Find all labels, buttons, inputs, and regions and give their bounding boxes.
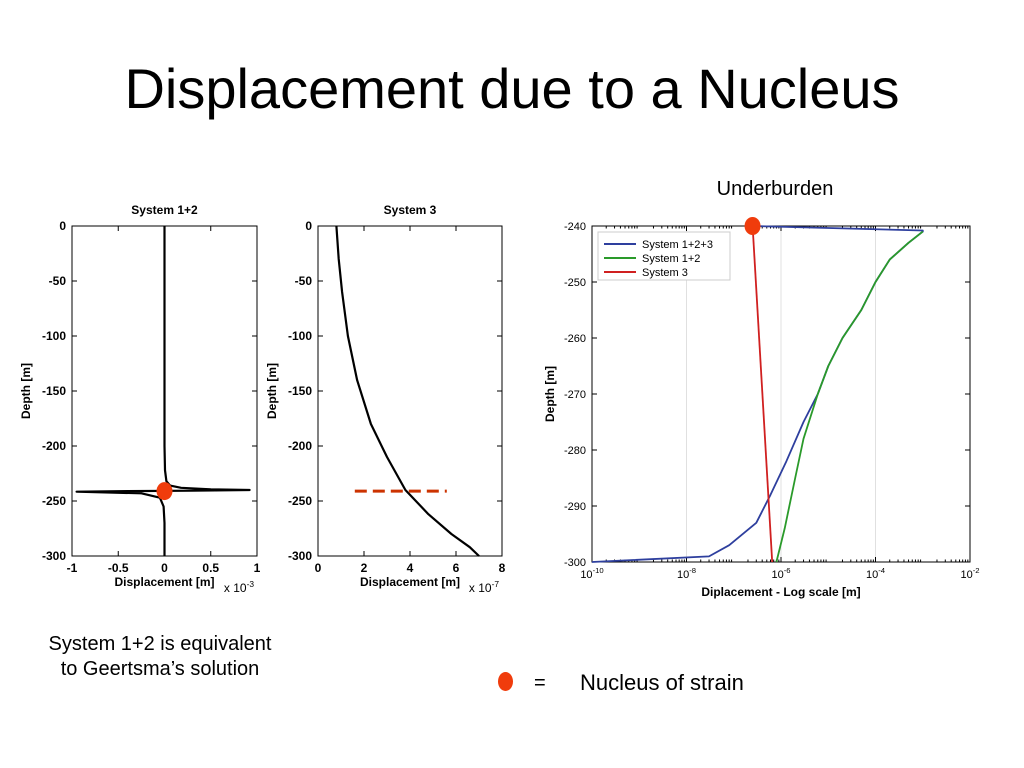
y-tick-label: 0	[59, 219, 66, 233]
legend-entry: System 1+2	[642, 253, 700, 265]
y-tick-label: -50	[49, 274, 67, 288]
x-tick-label: 1	[254, 561, 261, 575]
y-tick-label: 0	[305, 219, 312, 233]
y-tick-label: -200	[42, 439, 66, 453]
legend: System 1+2+3 System 1+2 System 3	[597, 231, 731, 281]
y-axis-label: Depth [m]	[265, 363, 279, 419]
x-tick-label: 10-10	[580, 566, 603, 581]
y-tick-label: -300	[564, 557, 586, 569]
y-tick-label: -100	[42, 329, 66, 343]
y-tick-label: -260	[564, 333, 586, 345]
nucleus-marker	[156, 482, 173, 501]
y-tick-label: -200	[288, 439, 312, 453]
x-tick-label: 0.5	[202, 561, 219, 575]
x-axis-label: Displacement [m]	[114, 575, 214, 589]
x-tick-label: 10-4	[866, 566, 886, 581]
underburden-label: Underburden	[716, 178, 834, 200]
x-tick-label: 8	[499, 561, 506, 575]
chart-2: System 3 0 2 4 6 8 0 -50 -100 -150 -200 -250 -300 Dis…	[265, 203, 506, 595]
x-tick-label: 10-2	[960, 566, 979, 581]
nucleus-legend: = Nucleus of strain	[496, 668, 816, 698]
y-axis-label: Depth [m]	[19, 363, 33, 419]
x-tick-label: 0	[161, 561, 168, 575]
y-tick-label: -150	[288, 384, 312, 398]
x-tick-label: 0	[315, 561, 322, 575]
y-tick-label: -270	[564, 389, 586, 401]
x-axis-label: Diplacement - Log scale [m]	[701, 585, 860, 599]
y-tick-label: -150	[42, 384, 66, 398]
caption-geertsma: System 1+2 is equivalent to Geertsma’s s…	[20, 632, 300, 682]
y-tick-label: -240	[564, 221, 586, 233]
x-tick-label: -0.5	[108, 561, 129, 575]
nucleus-marker	[744, 217, 761, 235]
legend-entry: System 3	[642, 267, 688, 279]
y-tick-label: -250	[564, 277, 586, 289]
x-multiplier-label: x 10-3	[224, 579, 254, 595]
chart-title: System 3	[384, 203, 437, 217]
y-tick-label: -250	[288, 494, 312, 508]
x-tick-label: -1	[67, 561, 78, 575]
y-tick-label: -50	[295, 274, 313, 288]
x-multiplier-label: x 10-7	[469, 579, 499, 595]
legend-text: Nucleus of strain	[580, 670, 744, 695]
caption-line-1: System 1+2 is equivalent	[48, 633, 272, 655]
legend-entry: System 1+2+3	[642, 239, 713, 251]
y-tick-label: -100	[288, 329, 312, 343]
chart-3: 10-10 10-8 10-6 10-4 10-2 -240 -250 -260 -270 -28…	[543, 217, 980, 599]
x-tick-label: 6	[453, 561, 460, 575]
nucleus-marker-icon	[498, 672, 513, 691]
y-tick-label: -300	[42, 549, 66, 563]
legend-equals: =	[534, 672, 546, 694]
x-axis-label: Displacement [m]	[360, 575, 460, 589]
x-tick-label: 10-6	[771, 566, 790, 581]
y-tick-label: -280	[564, 445, 586, 457]
x-tick-label: 2	[361, 561, 368, 575]
y-tick-label: -290	[564, 501, 586, 513]
series-line-1	[335, 225, 480, 557]
y-tick-label: -300	[288, 549, 312, 563]
y-tick-label: -250	[42, 494, 66, 508]
slide-title: Displacement due to a Nucleus	[124, 57, 900, 120]
chart-1: System 1+2 -1 -0.5 0 0.5 1 0 -50 -100 -150 -200 -25…	[19, 203, 261, 595]
series-line-2	[775, 230, 924, 563]
chart-title: System 1+2	[131, 203, 198, 217]
x-tick-label: 10-8	[677, 566, 696, 581]
caption-line-2: to Geertsma’s solution	[60, 658, 260, 680]
plot-frame	[317, 225, 503, 557]
series-line-1	[75, 226, 251, 556]
x-tick-label: 4	[407, 561, 414, 575]
y-axis-label: Depth [m]	[543, 366, 557, 422]
series-line-3	[751, 225, 774, 563]
